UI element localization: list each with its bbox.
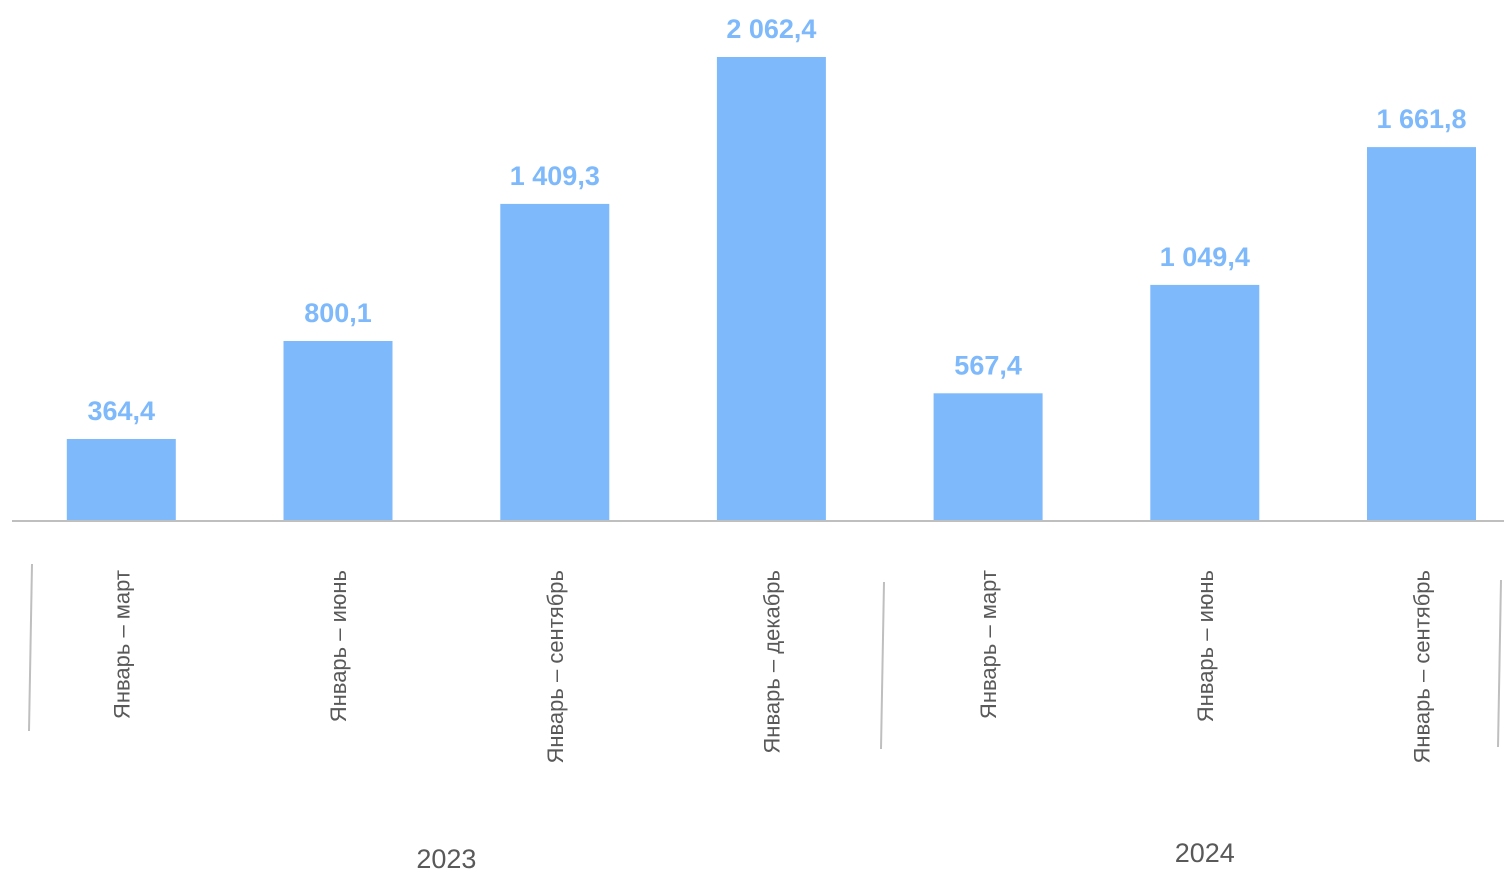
category-tick-label: Январь – сентябрь xyxy=(1410,570,1435,764)
category-tick-label: Январь – июнь xyxy=(326,570,351,722)
category-tick-label: Январь – сентябрь xyxy=(543,570,568,764)
bar-1 xyxy=(66,439,176,521)
bar-7 xyxy=(1367,147,1476,521)
bar-value-label: 364,4 xyxy=(88,396,156,426)
bar-value-label: 1 049,4 xyxy=(1160,242,1250,272)
group-separator-1 xyxy=(28,563,33,732)
category-tick-label: Январь – март xyxy=(109,570,134,719)
bar-value-label: 567,4 xyxy=(954,350,1022,380)
bar-4 xyxy=(716,57,826,521)
group-separator-3 xyxy=(1497,579,1502,748)
category-tick-label: Январь – март xyxy=(976,570,1001,719)
axis-layer xyxy=(12,520,1504,750)
group-label-2024: 2024 xyxy=(1175,838,1235,868)
value-labels-layer: 364,4 800,1 1 409,3 2 062,4 567,4 1 049,4 1 66… xyxy=(88,14,1467,426)
bar-6 xyxy=(1150,284,1260,521)
bar-value-label: 2 062,4 xyxy=(726,14,816,44)
category-tick-label: Январь – декабрь xyxy=(759,570,784,754)
bar-3 xyxy=(500,203,610,521)
group-labels-layer: 2023 2024 xyxy=(416,838,1234,873)
bars-layer xyxy=(66,57,1476,521)
bar-5 xyxy=(933,393,1043,521)
tick-labels-layer: Январь – март Январь – июнь Январь – сентя… xyxy=(109,570,1434,764)
bar-value-label: 1 409,3 xyxy=(510,161,600,191)
group-separator-2 xyxy=(880,581,885,750)
category-tick-label: Январь – июнь xyxy=(1193,570,1218,722)
group-label-2023: 2023 xyxy=(416,844,476,873)
bar-value-label: 1 661,8 xyxy=(1376,104,1466,134)
bar-2 xyxy=(283,341,393,521)
bar-value-label: 800,1 xyxy=(304,298,372,328)
